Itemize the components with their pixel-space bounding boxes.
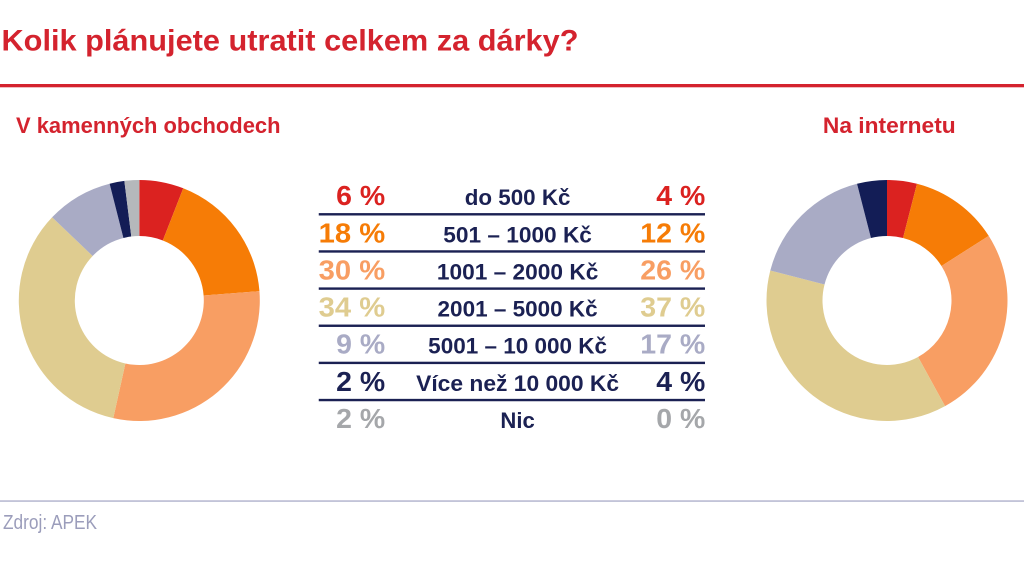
svg-text:do 500 Kč: do 500 Kč: [465, 185, 571, 210]
svg-text:34 %: 34 %: [319, 292, 386, 323]
svg-text:2 %: 2 %: [336, 403, 385, 434]
svg-text:1001 – 2000 Kč: 1001 – 2000 Kč: [437, 259, 599, 284]
svg-text:12 %: 12 %: [640, 217, 705, 248]
svg-text:5001 – 10 000 Kč: 5001 – 10 000 Kč: [428, 334, 607, 359]
svg-text:18 %: 18 %: [319, 217, 386, 248]
svg-text:Nic: Nic: [500, 408, 534, 433]
svg-text:37 %: 37 %: [640, 292, 705, 323]
svg-text:Zdroj: APEK: Zdroj: APEK: [3, 512, 98, 534]
svg-text:4 %: 4 %: [656, 366, 705, 397]
svg-text:4 %: 4 %: [656, 180, 705, 211]
svg-text:0 %: 0 %: [656, 403, 705, 434]
svg-text:501 – 1000 Kč: 501 – 1000 Kč: [443, 222, 592, 247]
svg-text:17 %: 17 %: [640, 329, 705, 360]
svg-text:Více než 10 000 Kč: Více než 10 000 Kč: [416, 371, 619, 396]
svg-text:Na internetu: Na internetu: [823, 113, 956, 138]
svg-text:2001 – 5000 Kč: 2001 – 5000 Kč: [438, 297, 598, 322]
svg-text:Kolik plánujete utratit celkem: Kolik plánujete utratit celkem za dárky?: [2, 24, 579, 57]
svg-text:2 %: 2 %: [336, 366, 385, 397]
svg-text:9 %: 9 %: [336, 329, 385, 360]
svg-text:6 %: 6 %: [336, 180, 385, 211]
svg-text:30 %: 30 %: [319, 254, 386, 285]
svg-text:26 %: 26 %: [640, 254, 705, 285]
svg-text:V kamenných obchodech: V kamenných obchodech: [16, 113, 281, 138]
